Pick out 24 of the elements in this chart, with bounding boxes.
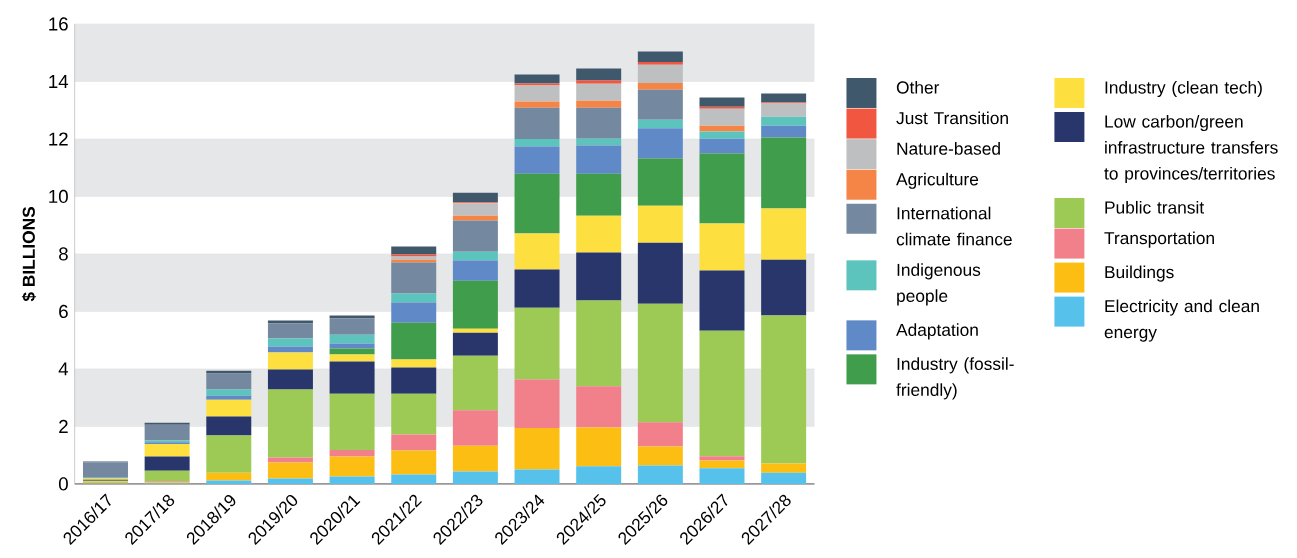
y-tick-label: 10 (49, 189, 68, 204)
y-tick-label: 8 (59, 247, 68, 261)
legend-label: Transportation (1104, 231, 1214, 248)
y-tick-label: 12 (49, 132, 68, 146)
legend-label: Electricity and clean energy (1104, 299, 1259, 342)
y-axis-title: $ BILLIONS (21, 207, 37, 302)
y-tick-label: 6 (59, 304, 68, 319)
legend-label: Adaptation (896, 323, 978, 340)
legend-label: Buildings (1105, 265, 1174, 282)
legend-label: Industry (clean tech) (1105, 80, 1262, 98)
y-tick-label: 4 (58, 362, 69, 376)
legend-label: Low carbon/green infrastructure transfers to provinces/territories (1104, 114, 1278, 184)
y-tick-label: 16 (49, 17, 68, 31)
legend-label: Public transit (1105, 200, 1205, 214)
y-tick-label: 2 (59, 419, 68, 433)
legend-label: Indigenous people (897, 263, 981, 306)
legend-label: Agriculture (896, 172, 979, 189)
legend-label: Nature-based (897, 142, 1000, 155)
y-tick-label: 0 (58, 477, 68, 491)
legend-label: International climate finance (896, 206, 1012, 246)
legend-label: Other (896, 80, 940, 94)
legend-label: Industry (fossil-friendly) (896, 357, 1014, 400)
y-tick-label: 14 (49, 75, 69, 88)
legend-label: Just Transition (896, 111, 1008, 125)
